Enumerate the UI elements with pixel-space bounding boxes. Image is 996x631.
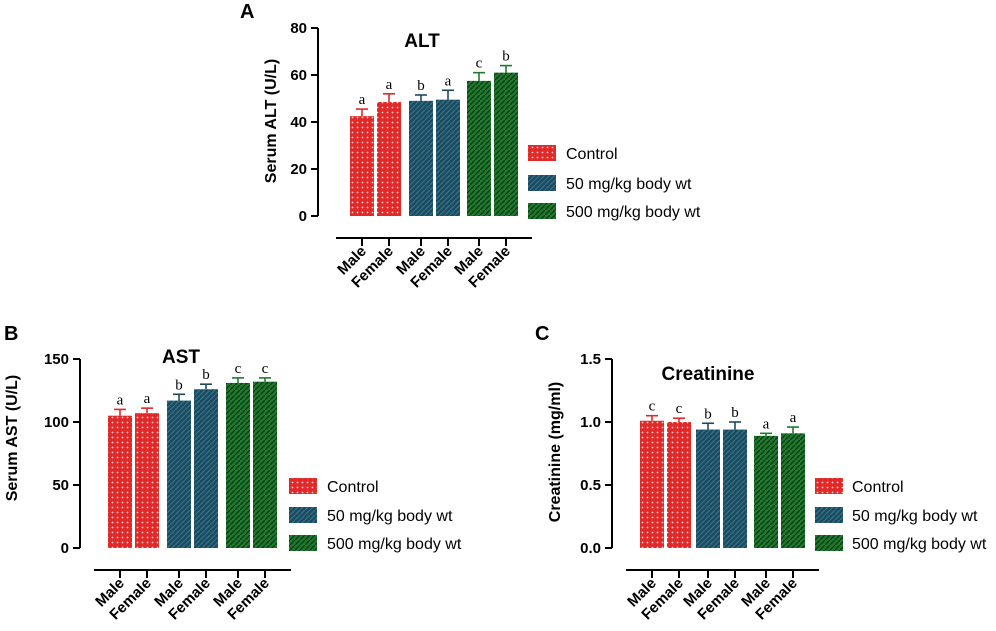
bar-c-3 (723, 429, 747, 548)
legend-label-low-a: 50 mg/kg body wt (566, 176, 692, 193)
panel-letter-a: A (240, 1, 254, 23)
significance-label-c-5: a (790, 410, 797, 426)
bar-b-4 (226, 382, 250, 548)
panel-c: C Creatinine Creatinine (mg/ml) 0.0 0.5 1.… (535, 323, 987, 623)
legend-swatch-control-b (289, 478, 317, 494)
chart-marks-c: 0.00.51.01.5cMalecFemalebMalebFemaleaMal… (580, 351, 819, 623)
bar-b-3 (194, 389, 218, 548)
legend-b: Control 50 mg/kg body wt 500 mg/kg body … (289, 478, 462, 553)
legend-a: Control 50 mg/kg body wt 500 mg/kg body … (528, 145, 701, 221)
bar-a-3 (436, 99, 460, 216)
bar-a-5 (494, 72, 518, 217)
legend-label-low-b: 50 mg/kg body wt (327, 508, 453, 525)
panel-a: A ALT Serum ALT (U/L) 020406080aMaleaFem… (240, 1, 701, 291)
legend-label-high-b: 500 mg/kg body wt (327, 536, 462, 553)
y-tick-label-c: 0.0 (580, 540, 601, 557)
y-axis-label-a: Serum ALT (U/L) (263, 59, 280, 183)
significance-label-b-4: c (235, 361, 242, 377)
significance-label-a-4: c (476, 56, 483, 72)
legend-label-control-c: Control (852, 479, 904, 496)
legend-label-control-b: Control (327, 479, 379, 496)
legend-swatch-high-b (289, 535, 317, 551)
legend-swatch-control-c (815, 478, 843, 494)
legend-label-high-a: 500 mg/kg body wt (566, 204, 701, 221)
legend-label-high-c: 500 mg/kg body wt (852, 536, 987, 553)
y-tick-label-b: 150 (44, 351, 69, 368)
significance-label-a-5: b (502, 49, 510, 65)
legend-swatch-control-a (528, 145, 556, 161)
bar-b-2 (167, 400, 191, 548)
legend-swatch-high-c (815, 535, 843, 551)
y-tick-label-c: 0.5 (580, 477, 601, 494)
bar-a-1 (377, 102, 401, 216)
legend-label-low-c: 50 mg/kg body wt (852, 508, 978, 525)
y-tick-label-b: 100 (44, 414, 69, 431)
y-tick-label-b: 0 (61, 540, 69, 557)
legend-c: Control 50 mg/kg body wt 500 mg/kg body … (815, 478, 987, 553)
significance-label-a-2: b (417, 78, 425, 94)
bar-c-4 (754, 435, 778, 548)
significance-label-b-2: b (175, 377, 183, 393)
y-tick-label-c: 1.0 (580, 414, 601, 431)
chart-marks-a: 020406080aMaleaFemalebMaleaFemalecMalebF… (290, 20, 532, 291)
bar-a-4 (467, 80, 491, 216)
bar-b-5 (253, 381, 277, 548)
bar-c-0 (640, 420, 664, 548)
y-tick-label-a: 60 (290, 67, 307, 84)
significance-label-c-0: c (649, 399, 656, 415)
bar-c-2 (696, 429, 720, 548)
y-axis-label-c: Creatinine (mg/ml) (547, 382, 564, 522)
panel-letter-c: C (535, 323, 549, 345)
y-tick-label-c: 1.5 (580, 351, 601, 368)
significance-label-a-3: a (445, 73, 452, 89)
y-tick-label-b: 50 (52, 477, 69, 494)
significance-label-c-1: c (676, 401, 683, 417)
legend-swatch-low-b (289, 507, 317, 523)
y-tick-label-a: 0 (299, 208, 307, 225)
significance-label-b-0: a (117, 392, 124, 408)
y-tick-label-a: 20 (290, 161, 307, 178)
y-axis-label-b: Serum AST (U/L) (4, 375, 21, 502)
chart-title-b: AST (162, 347, 200, 368)
bar-c-5 (781, 433, 805, 548)
legend-swatch-low-c (815, 507, 843, 523)
bar-b-1 (135, 413, 159, 548)
bar-c-1 (667, 422, 691, 548)
chart-title-c: Creatinine (662, 364, 755, 385)
significance-label-c-2: b (704, 406, 712, 422)
significance-label-b-1: a (144, 391, 151, 407)
significance-label-b-3: b (202, 367, 210, 383)
significance-label-c-3: b (731, 405, 739, 421)
legend-swatch-low-a (528, 175, 556, 191)
y-tick-label-a: 40 (290, 114, 307, 131)
y-tick-label-a: 80 (290, 20, 307, 37)
bar-a-0 (350, 116, 374, 216)
bar-b-0 (108, 415, 132, 548)
legend-swatch-high-a (528, 203, 556, 219)
significance-label-a-1: a (386, 77, 393, 93)
significance-label-b-5: c (262, 361, 269, 377)
significance-label-c-4: a (763, 416, 770, 432)
chart-title-a: ALT (404, 31, 440, 52)
significance-label-a-0: a (359, 92, 366, 108)
legend-label-control-a: Control (566, 146, 618, 163)
panel-letter-b: B (4, 323, 18, 345)
panel-b: B AST Serum AST (U/L) 050100150aMaleaFem… (4, 323, 462, 623)
bar-a-2 (409, 100, 433, 216)
chart-marks-b: 050100150aMaleaFemalebMalebFemalecMalecF… (44, 351, 291, 623)
